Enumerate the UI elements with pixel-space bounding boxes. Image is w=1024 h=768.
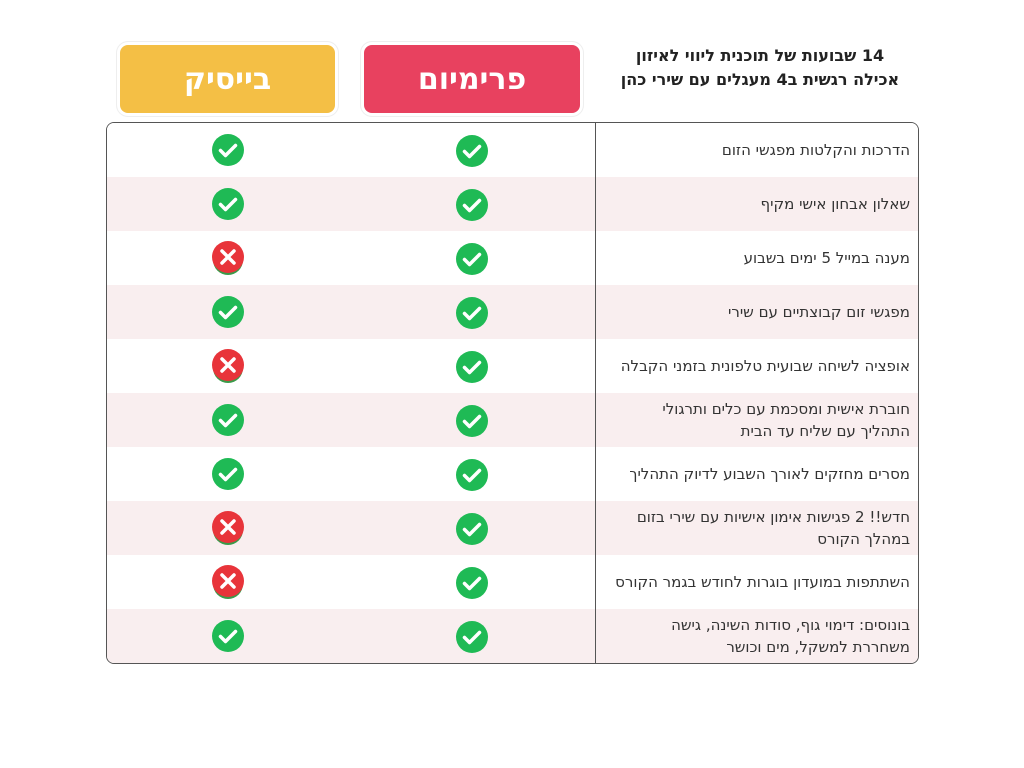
check-icon	[212, 188, 244, 220]
check-icon	[212, 134, 244, 166]
table-row: שאלון אבחון אישי מקיף	[107, 177, 918, 231]
check-icon	[212, 404, 244, 436]
cross-icon	[212, 241, 244, 275]
check-icon	[212, 296, 244, 328]
table-row: מסרים מחזקים לאורך השבוע לדיוק התהליך	[107, 447, 918, 501]
check-icon	[456, 405, 488, 437]
table-row: בונוסים: דימוי גוף, סודות השינה, גישה מש…	[107, 609, 918, 663]
comparison-table: בונוסים: דימוי גוף, סודות השינה, גישה מש…	[106, 122, 919, 664]
cross-icon	[212, 349, 244, 383]
plan-premium: פרימיום	[364, 45, 580, 113]
check-icon	[456, 621, 488, 653]
check-icon	[456, 567, 488, 599]
feature: הדרכות והקלטות מפגשי הזום	[721, 141, 910, 159]
cross-icon	[212, 565, 244, 599]
table-row: חדש!! 2 פגישות אימון אישיות עם שירי בזום…	[107, 501, 918, 555]
table-row: אופציה לשיחה שבועית טלפונית בזמני הקבלה	[107, 339, 918, 393]
plan-basic: בייסיק	[120, 45, 335, 113]
table-row: השתתפות במועדון בוגרות לחודש בגמר הקורס	[107, 555, 918, 609]
cross-icon	[212, 511, 244, 545]
feature: השתתפות במועדון בוגרות לחודש בגמר הקורס	[615, 573, 910, 591]
check-icon	[456, 351, 488, 383]
table-row: מענה במייל 5 ימים בשבוע	[107, 231, 918, 285]
divider	[595, 123, 596, 663]
feature: חוברת אישית ומסכמת עם כלים ותרגולי התהלי…	[662, 400, 910, 440]
feature: מפגשי זום קבוצתיים עם שירי	[728, 303, 910, 321]
check-icon	[456, 513, 488, 545]
feature: מענה במייל 5 ימים בשבוע	[743, 249, 910, 267]
check-icon	[212, 620, 244, 652]
check-icon	[456, 243, 488, 275]
table-row: חוברת אישית ומסכמת עם כלים ותרגולי התהלי…	[107, 393, 918, 447]
check-icon	[456, 135, 488, 167]
check-icon	[212, 458, 244, 490]
feature: אופציה לשיחה שבועית טלפונית בזמני הקבלה	[620, 357, 910, 375]
feature: בונוסים: דימוי גוף, סודות השינה, גישה מש…	[671, 616, 910, 656]
feature: חדש!! 2 פגישות אימון אישיות עם שירי בזום…	[636, 508, 910, 548]
check-icon	[456, 297, 488, 329]
check-icon	[456, 189, 488, 221]
table-row: הדרכות והקלטות מפגשי הזום	[107, 123, 918, 177]
feature: מסרים מחזקים לאורך השבוע לדיוק התהליך	[629, 465, 910, 483]
feature: שאלון אבחון אישי מקיף	[760, 195, 910, 213]
check-icon	[456, 459, 488, 491]
title: 14 שבועות של תוכנית ליווי לאיזון אכילה ר…	[620, 46, 900, 89]
table-row: מפגשי זום קבוצתיים עם שירי	[107, 285, 918, 339]
